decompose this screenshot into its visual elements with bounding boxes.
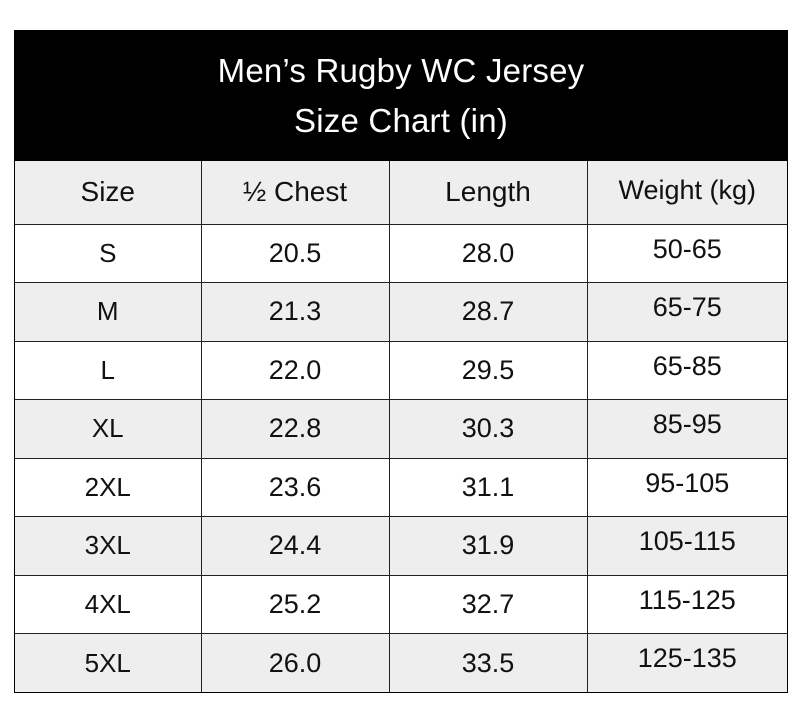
chest-cell: 26.0	[200, 633, 390, 692]
weight-cell: 105-115	[586, 516, 787, 576]
length-cell: 31.9	[388, 516, 588, 576]
column-header-size: Size	[15, 161, 202, 225]
weight-cell: 65-85	[586, 340, 787, 400]
size-cell: M	[15, 282, 202, 342]
length-cell: 28.0	[388, 224, 588, 283]
table-row: 4XL 25.2 32.7 115-125	[15, 574, 787, 634]
length-cell: 29.5	[388, 340, 588, 400]
column-header-chest: ½ Chest	[200, 161, 390, 225]
chest-cell: 22.0	[200, 340, 390, 400]
chest-cell: 22.8	[200, 399, 390, 459]
column-header-length: Length	[388, 161, 588, 225]
size-cell: XL	[15, 399, 202, 459]
weight-cell: 95-105	[586, 457, 787, 517]
table-row: XL 22.8 30.3 85-95	[15, 399, 787, 459]
size-table: Size ½ Chest Length Weight (kg) S 20.5 2…	[15, 161, 787, 692]
size-cell: S	[15, 224, 202, 283]
size-cell: 5XL	[15, 633, 202, 692]
chest-cell: 21.3	[200, 282, 390, 342]
table-row: S 20.5 28.0 50-65	[15, 224, 787, 283]
table-row: 5XL 26.0 33.5 125-135	[15, 633, 787, 692]
weight-cell: 115-125	[586, 574, 787, 634]
length-cell: 33.5	[388, 633, 588, 692]
length-cell: 28.7	[388, 282, 588, 342]
weight-cell: 50-65	[586, 224, 787, 283]
table-row: L 22.0 29.5 65-85	[15, 340, 787, 400]
chart-subtitle: Size Chart (in)	[294, 102, 508, 139]
table-row: M 21.3 28.7 65-75	[15, 282, 787, 342]
length-cell: 32.7	[388, 574, 588, 634]
chart-title: Men’s Rugby WC Jersey	[217, 52, 585, 89]
table-header-row: Size ½ Chest Length Weight (kg)	[15, 161, 787, 225]
table-row: 2XL 23.6 31.1 95-105	[15, 457, 787, 517]
chest-cell: 25.2	[200, 574, 390, 634]
chest-cell: 23.6	[200, 457, 390, 517]
size-cell: 2XL	[15, 457, 202, 517]
column-header-weight: Weight (kg)	[586, 161, 787, 225]
length-cell: 31.1	[388, 457, 588, 517]
weight-cell: 65-75	[586, 282, 787, 342]
size-chart: Men’s Rugby WC Jersey Size Chart (in) Si…	[14, 30, 788, 693]
size-cell: 4XL	[15, 574, 202, 634]
chart-title-block: Men’s Rugby WC Jersey Size Chart (in)	[15, 31, 787, 161]
chest-cell: 20.5	[200, 224, 390, 283]
size-cell: L	[15, 340, 202, 400]
weight-cell: 125-135	[586, 633, 787, 692]
size-cell: 3XL	[15, 516, 202, 576]
length-cell: 30.3	[388, 399, 588, 459]
chest-cell: 24.4	[200, 516, 390, 576]
weight-cell: 85-95	[586, 399, 787, 459]
table-row: 3XL 24.4 31.9 105-115	[15, 516, 787, 576]
